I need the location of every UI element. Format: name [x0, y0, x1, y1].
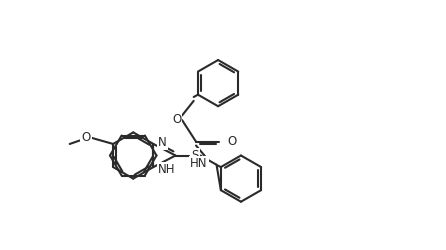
Text: O: O	[81, 131, 91, 144]
Text: S: S	[191, 149, 198, 162]
Text: O: O	[172, 113, 181, 126]
Text: NH: NH	[158, 163, 176, 176]
Text: HN: HN	[190, 157, 208, 170]
Text: O: O	[227, 135, 236, 148]
Text: N: N	[158, 136, 167, 149]
